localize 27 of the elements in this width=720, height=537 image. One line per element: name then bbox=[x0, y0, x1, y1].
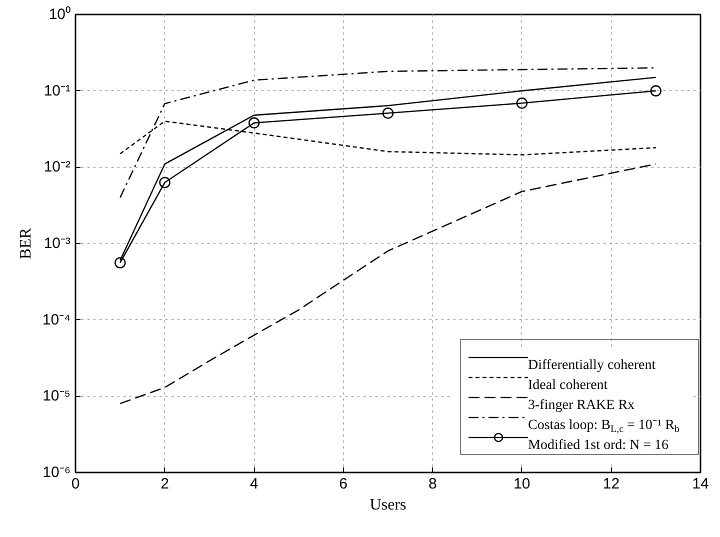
point bbox=[516, 97, 528, 109]
y-tick-label: 10⁻¹ bbox=[44, 82, 71, 100]
point bbox=[382, 108, 394, 119]
legend-label: Ideal coherent bbox=[528, 378, 608, 393]
point bbox=[114, 257, 126, 268]
y-tick-label: 10⁻⁴ bbox=[42, 311, 71, 328]
y-tick-label: 10⁻² bbox=[44, 158, 71, 176]
legend-label: Modified 1st ord: N = 16 bbox=[528, 438, 669, 453]
legend-label: Differentially coherent bbox=[528, 358, 656, 373]
x-tick-label: 12 bbox=[602, 476, 620, 492]
legend-label: 3-finger RAKE Rx bbox=[528, 398, 635, 413]
x-tick-label: 4 bbox=[250, 476, 258, 492]
point bbox=[650, 85, 662, 96]
x-tick-label: 14 bbox=[692, 476, 709, 492]
x-axis-title: Users bbox=[370, 496, 406, 514]
y-tick-label: 10⁻³ bbox=[44, 235, 71, 252]
point bbox=[248, 117, 260, 129]
x-tick-label: 8 bbox=[428, 476, 437, 492]
x-tick-label: 0 bbox=[71, 476, 80, 492]
y-tick-label: 10⁻⁵ bbox=[42, 388, 71, 405]
x-tick-label: 6 bbox=[339, 476, 348, 492]
y-axis-title: BER bbox=[17, 228, 34, 260]
point bbox=[159, 176, 170, 188]
x-tick-label: 2 bbox=[160, 476, 169, 492]
x-tick-label: 10 bbox=[514, 476, 530, 492]
y-tick-label: 10⁻⁶ bbox=[42, 464, 70, 481]
y-tick-label: 10⁰ bbox=[48, 6, 71, 23]
